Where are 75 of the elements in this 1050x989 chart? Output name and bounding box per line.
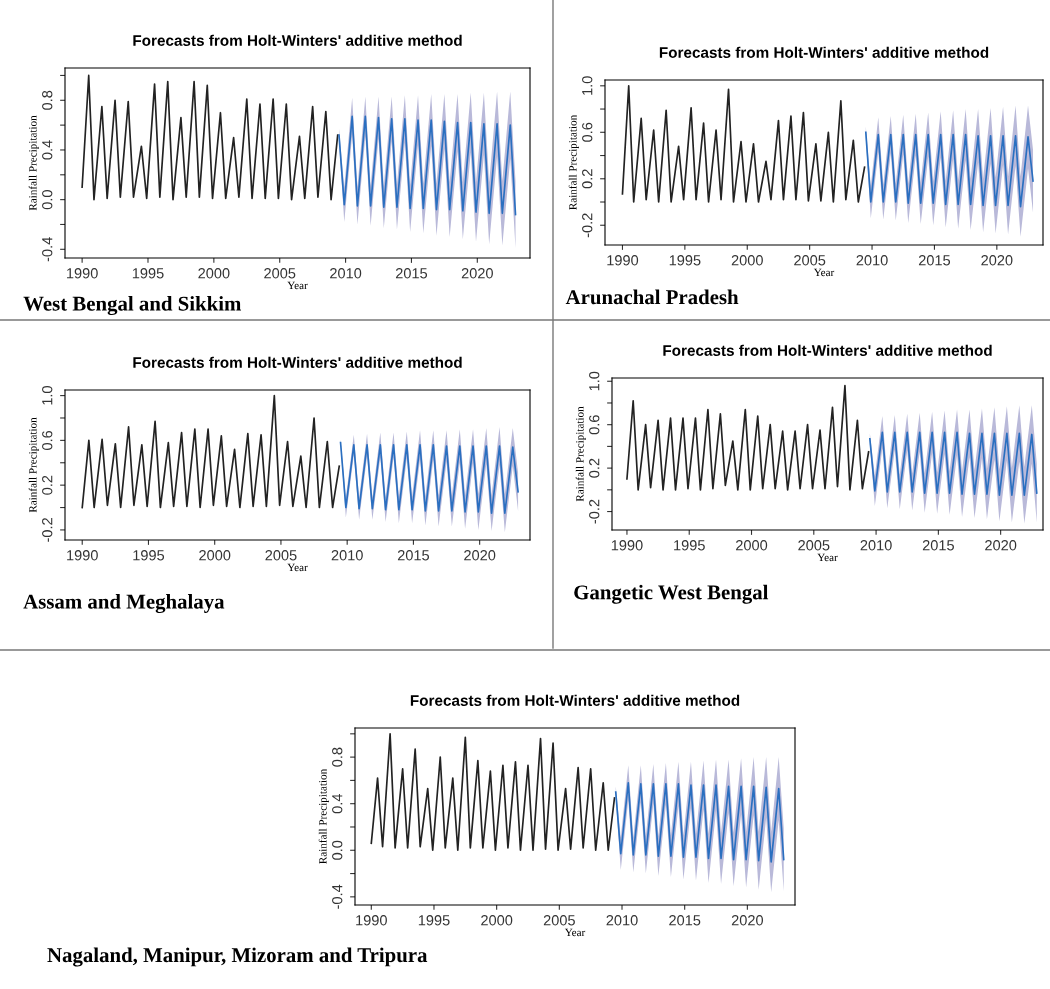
x-axis-title: Year (813, 268, 835, 277)
chart-title: Forecasts from Holt-Winters' additive method (410, 694, 740, 706)
y-tick-label: 1.0 (42, 386, 53, 405)
x-tick-label: 2020 (985, 540, 1017, 551)
x-tick-label: 2010 (606, 915, 638, 926)
x-tick-label: 2020 (461, 268, 493, 279)
x-tick-label: 2005 (264, 268, 296, 279)
y-axis-title: Rainfall Precipitation (28, 417, 39, 513)
x-tick-label: 2020 (981, 255, 1013, 266)
x-axis-title: Year (287, 563, 308, 572)
y-axis-title: Rainfall Precipitation (318, 769, 329, 864)
x-tick-label: 1995 (132, 268, 164, 279)
y-tick-label: 0.6 (589, 415, 600, 435)
text: Arunachal Pradesh (565, 289, 739, 305)
x-tick-label: 2000 (481, 915, 513, 926)
x-tick-label: 1990 (67, 550, 98, 561)
x-tick-label: 2015 (397, 550, 430, 561)
x-tick-label: 2015 (395, 268, 428, 279)
x-axis-title: Year (817, 553, 838, 562)
x-tick-label: 2000 (731, 255, 763, 266)
x-tick-label: 1995 (418, 915, 450, 926)
text: West Bengal and Sikkim (23, 296, 242, 316)
y-tick-label: 0.8 (332, 747, 343, 767)
x-tick-label: 2005 (265, 550, 297, 561)
y-tick-label: -0.2 (42, 518, 53, 542)
text: Gangetic West Bengal (574, 584, 769, 604)
y-tick-label: 0.6 (42, 430, 53, 450)
y-tick-label: 0.4 (332, 793, 343, 814)
y-axis-title: Rainfall Precipitation (575, 406, 586, 502)
chart-title: Forecasts from Holt-Winters' additive method (133, 356, 462, 368)
x-tick-label: 2015 (669, 915, 701, 926)
x-tick-label: 2005 (543, 915, 575, 926)
x-tick-label: 1990 (67, 268, 98, 279)
y-tick-label: -0.4 (332, 884, 343, 909)
x-tick-label: 2010 (860, 540, 892, 551)
y-tick-label: 0.2 (582, 169, 593, 189)
y-axis-title: Rainfall Precipitation (568, 115, 579, 210)
x-tick-label: 1990 (356, 915, 387, 926)
x-tick-label: 2015 (922, 540, 954, 551)
x-tick-label: 2000 (736, 540, 768, 551)
chart-title: Forecasts from Holt-Winters' additive method (663, 344, 992, 356)
x-axis-title: Year (564, 928, 586, 937)
y-tick-label: -0.2 (582, 213, 593, 238)
y-tick-label: 0.4 (42, 140, 53, 160)
y-tick-label: 1.0 (589, 371, 600, 391)
x-tick-label: 2005 (798, 540, 830, 551)
y-tick-label: 0.8 (42, 90, 53, 110)
text: Nagaland, Manipur, Mizoram and Tripura (47, 947, 428, 967)
x-axis-title: Year (287, 281, 308, 290)
chart-title: Forecasts from Holt-Winters' additive method (133, 34, 462, 46)
x-tick-label: 1995 (674, 540, 705, 551)
y-tick-label: -0.2 (589, 499, 600, 524)
x-tick-label: 2020 (464, 550, 496, 561)
y-tick-label: 0.2 (42, 475, 53, 495)
x-tick-label: 1995 (133, 550, 165, 561)
y-tick-label: 0.6 (582, 122, 593, 142)
x-tick-label: 2010 (856, 255, 888, 266)
x-tick-label: 1995 (669, 255, 701, 266)
x-tick-label: 2015 (918, 255, 951, 266)
y-tick-label: 0.0 (42, 190, 53, 210)
x-tick-label: 2000 (199, 550, 231, 561)
y-tick-label: 0.0 (332, 840, 343, 860)
x-tick-label: 2010 (331, 550, 363, 561)
x-tick-label: 1990 (611, 540, 643, 551)
y-tick-label: 0.2 (589, 458, 600, 478)
x-tick-label: 2020 (731, 915, 764, 926)
y-axis-title: Rainfall Precipitation (28, 115, 39, 211)
x-tick-label: 2000 (198, 268, 230, 279)
x-tick-label: 1990 (607, 255, 639, 266)
x-tick-label: 2005 (794, 255, 826, 266)
text: Assam and Meghalaya (23, 594, 225, 614)
y-tick-label: 1.0 (582, 76, 593, 95)
x-tick-label: 2010 (330, 268, 362, 279)
chart-title: Forecasts from Holt-Winters' additive method (659, 46, 989, 58)
y-tick-label: -0.4 (42, 237, 53, 262)
